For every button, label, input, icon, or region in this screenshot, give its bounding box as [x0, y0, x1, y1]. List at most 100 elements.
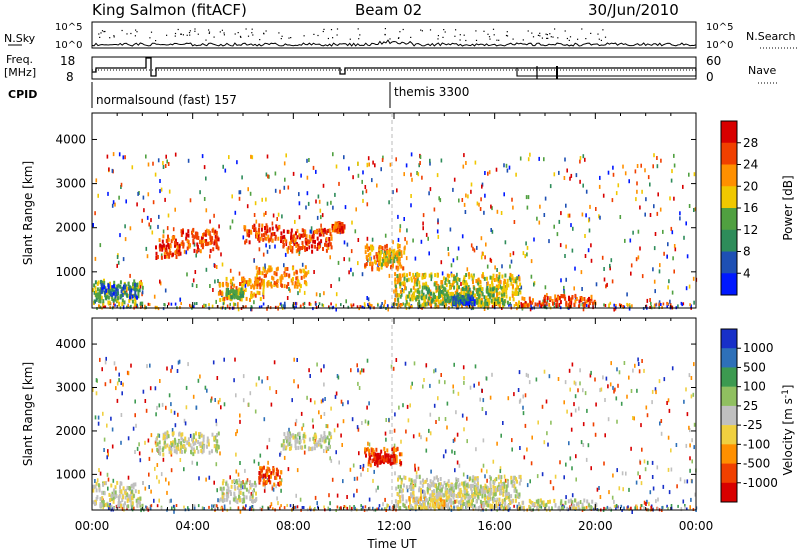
region-pixel: [180, 432, 183, 437]
region-pixel: [230, 285, 233, 290]
ground-pixel: [214, 506, 216, 510]
scatter-pixel: [452, 258, 455, 263]
scatter-pixel: [92, 388, 94, 392]
region-pixel: [213, 444, 216, 449]
region-pixel: [205, 241, 208, 246]
region-pixel: [175, 445, 178, 450]
noise-search-dot: [581, 28, 583, 30]
noise-search-dot: [103, 31, 105, 33]
scatter-pixel: [571, 493, 574, 498]
scatter-pixel: [582, 307, 585, 312]
scatter-pixel: [428, 428, 430, 433]
scatter-pixel: [298, 201, 301, 206]
region-pixel: [399, 273, 401, 278]
region-pixel: [256, 279, 259, 284]
region-pixel: [249, 229, 252, 234]
scatter-pixel: [543, 157, 545, 162]
scatter-pixel: [623, 361, 626, 365]
scatter-pixel: [325, 449, 328, 454]
scatter-pixel: [330, 406, 332, 411]
ground-pixel: [205, 303, 207, 307]
region-pixel: [221, 495, 224, 500]
scatter-pixel: [334, 394, 337, 399]
scatter-pixel: [457, 391, 460, 396]
region-pixel: [408, 294, 411, 299]
region-pixel: [400, 250, 403, 255]
region-pixel: [241, 276, 244, 281]
region-pixel: [134, 287, 137, 292]
region-pixel: [277, 236, 280, 241]
ground-pixel: [381, 302, 383, 305]
ground-pixel: [605, 507, 607, 511]
region-pixel: [271, 238, 274, 243]
scatter-pixel: [388, 505, 391, 510]
scatter-pixel: [449, 227, 452, 232]
region-pixel: [106, 294, 109, 299]
region-pixel: [282, 243, 285, 247]
ground-pixel: [655, 303, 657, 307]
scatter-pixel: [414, 256, 417, 261]
region-pixel: [414, 479, 417, 484]
region-pixel: [322, 228, 325, 233]
region-pixel: [200, 243, 203, 248]
ground-pixel: [395, 303, 398, 307]
region-pixel: [222, 499, 225, 503]
region-pixel: [381, 246, 384, 251]
region-pixel: [368, 246, 371, 251]
ground-pixel: [450, 504, 452, 508]
scatter-pixel: [351, 417, 354, 422]
scatter-pixel: [392, 240, 394, 245]
region-pixel: [110, 494, 113, 498]
region-pixel: [244, 288, 247, 292]
freq-label-line2: [MHz]: [4, 66, 36, 79]
scatter-pixel: [392, 190, 394, 195]
scatter-pixel: [276, 217, 278, 221]
scatter-pixel: [219, 451, 221, 456]
scatter-pixel: [390, 364, 393, 369]
noise-search-dot: [245, 28, 247, 30]
region-pixel: [122, 503, 125, 508]
ground-pixel: [412, 506, 415, 510]
region-pixel: [503, 484, 506, 489]
region-pixel: [510, 281, 513, 286]
scatter-pixel: [490, 228, 492, 232]
region-pixel: [379, 254, 382, 259]
region-pixel: [580, 297, 583, 302]
region-pixel: [425, 302, 428, 307]
scatter-pixel: [269, 386, 271, 391]
region-pixel: [440, 285, 443, 290]
region-pixel: [235, 292, 238, 297]
scatter-pixel: [618, 486, 621, 491]
region-pixel: [466, 282, 469, 287]
scatter-pixel: [394, 412, 396, 417]
region-pixel: [476, 481, 479, 486]
scatter-pixel: [195, 284, 198, 288]
region-pixel: [451, 302, 454, 307]
region-pixel: [114, 297, 117, 302]
region-pixel: [512, 284, 514, 289]
region-pixel: [156, 255, 159, 259]
region-pixel: [506, 278, 509, 283]
scatter-pixel: [525, 195, 528, 200]
scatter-pixel: [366, 236, 369, 241]
region-pixel: [180, 441, 183, 446]
region-pixel: [397, 492, 400, 497]
region-pixel: [465, 504, 468, 509]
scatter-pixel: [279, 452, 281, 457]
scatter-pixel: [631, 510, 633, 514]
scatter-pixel: [251, 155, 254, 160]
region-pixel: [409, 482, 412, 487]
region-pixel: [327, 228, 330, 233]
region-pixel: [518, 502, 520, 506]
scatter-pixel: [164, 248, 167, 252]
scatter-pixel: [106, 423, 108, 428]
region-pixel: [379, 459, 382, 464]
scatter-pixel: [195, 405, 198, 410]
scatter-pixel: [429, 158, 431, 163]
region-pixel: [513, 291, 516, 296]
region-pixel: [531, 300, 534, 305]
ground-pixel: [620, 504, 623, 508]
region-pixel: [430, 272, 433, 277]
region-pixel: [563, 294, 566, 299]
scatter-pixel: [235, 393, 237, 398]
